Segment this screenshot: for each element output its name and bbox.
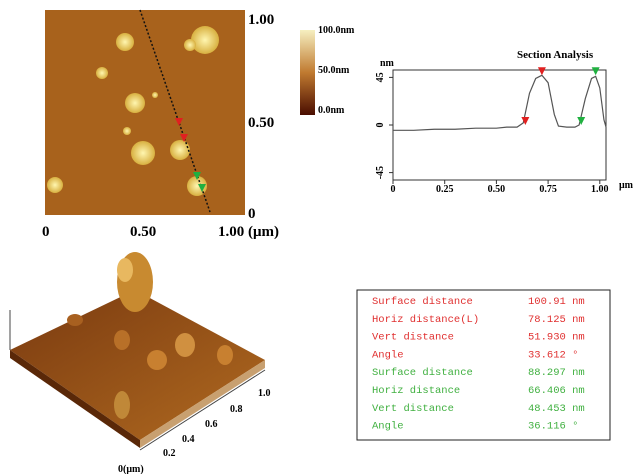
x-tick-label: 0.75 (539, 184, 557, 195)
colorbar-label: 100.0nm (318, 25, 355, 36)
row-label: Surface distance (372, 296, 473, 308)
row-value: 48.453 nm (528, 403, 585, 415)
colorbar-label: 0.0nm (318, 105, 345, 116)
y-tick-label: 0 (375, 123, 386, 128)
profile-line (393, 75, 606, 130)
row-label: Horiz distance (372, 385, 460, 397)
x-unit: μm (619, 180, 634, 191)
measurement-table: Surface distance 100.91 nm Horiz distance(… (357, 290, 610, 440)
axis-label: 0.4 (182, 434, 195, 445)
row-value: 36.116 ° (528, 421, 578, 433)
x-tick-label: 0 (391, 184, 396, 195)
page: 100.0nm 50.0nm 0.0nm 1.00 0.50 0 0 0.50 … (0, 0, 640, 474)
row-value: 66.406 nm (528, 385, 585, 397)
row-value: 100.91 nm (528, 296, 585, 308)
row-value: 78.125 nm (528, 314, 585, 326)
y-label: 0.50 (248, 115, 274, 131)
row-label: Angle (372, 349, 404, 361)
section-chart: Section Analysis nm μm 0 0.25 0.50 0.75 1.00… (375, 49, 634, 195)
row-value: 51.930 nm (528, 332, 585, 344)
cursor (577, 117, 585, 125)
y-label: 1.00 (248, 12, 274, 28)
row-label: Vert distance (372, 403, 454, 415)
x-tick-label: 0.50 (488, 184, 506, 195)
surface-3d: 1.0 0.8 0.6 0.4 0.2 0(μm) (10, 252, 271, 474)
axis-label: 0.2 (163, 448, 176, 459)
chart-title: Section Analysis (517, 49, 594, 61)
row-value: 88.297 nm (528, 367, 585, 379)
figure: 100.0nm 50.0nm 0.0nm 1.00 0.50 0 0 0.50 … (0, 0, 640, 474)
row-label: Angle (372, 421, 404, 433)
row-label: Surface distance (372, 367, 473, 379)
y-tick-label: -45 (375, 166, 386, 179)
y-tick-label: 45 (375, 72, 386, 82)
x-label: 1.00 (μm) (218, 224, 279, 240)
axis-label: 1.0 (258, 388, 271, 399)
row-value: 33.612 ° (528, 349, 578, 361)
axis-label: 0.8 (230, 404, 243, 415)
y-label: 0 (248, 206, 256, 222)
x-label: 0 (42, 224, 50, 240)
x-tick-label: 0.25 (436, 184, 454, 195)
x-tick-label: 1.00 (591, 184, 609, 195)
y-axis-label: nm (380, 58, 395, 69)
row-label: Horiz distance(L) (372, 314, 479, 326)
cursor (592, 67, 600, 75)
row-label: Vert distance (372, 332, 454, 344)
axis-label: 0.6 (205, 419, 218, 430)
colorbar-label: 50.0nm (318, 65, 350, 76)
axis-label: 0(μm) (118, 464, 144, 474)
cursor (538, 67, 546, 75)
x-label: 0.50 (130, 224, 156, 240)
afm-image: 100.0nm 50.0nm 0.0nm 1.00 0.50 0 0 0.50 … (42, 10, 355, 240)
